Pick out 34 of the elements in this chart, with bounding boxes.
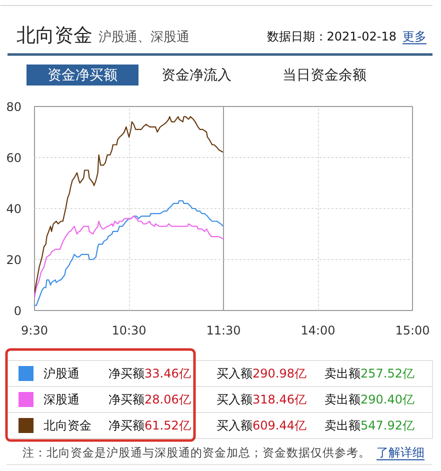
text: 买入额318.46亿	[216, 392, 306, 406]
x-tick-label: 9:30	[21, 324, 48, 338]
text: 注：北向资金是沪股通与深股通的资金加总；资金数据仅供参考。	[22, 446, 370, 460]
legend-label: 沪股通	[44, 366, 80, 380]
text: 更多	[402, 30, 426, 44]
text: 买入额609.44亿	[216, 418, 306, 432]
text: 净买额61.52亿	[108, 418, 191, 432]
x-tick-label: 15:00	[395, 324, 430, 338]
x-tick-label: 11:30	[206, 324, 241, 338]
y-tick-label: 20	[6, 253, 22, 267]
chart-title: 北向资金	[16, 24, 92, 46]
y-tick-label: 0	[14, 304, 22, 318]
text: 卖出额290.40亿	[324, 392, 414, 406]
x-tick-label: 14:00	[300, 324, 336, 338]
text: 资金净流入	[162, 68, 232, 84]
text: 净买额28.06亿	[108, 392, 191, 406]
legend-label: 深股通	[44, 392, 80, 406]
text: 净买额33.46亿	[108, 366, 191, 380]
line-series	[34, 116, 224, 294]
line-series	[34, 200, 224, 306]
y-tick-label: 40	[6, 202, 22, 216]
text: 买入额290.98亿	[216, 366, 306, 380]
text: 数据日期：2021-02-18	[266, 30, 397, 44]
text: 卖出额547.92亿	[324, 418, 414, 432]
text: 卖出额257.52亿	[324, 366, 414, 380]
chart-subtitle: 沪股通、深股通	[98, 29, 190, 45]
text: 资金净买额	[48, 68, 118, 84]
x-tick-label: 10:30	[112, 324, 146, 338]
y-tick-label: 60	[6, 151, 22, 165]
y-tick-label: 80	[6, 100, 22, 114]
line-series	[34, 216, 224, 298]
text: 了解详细	[376, 446, 424, 460]
legend-label: 北向资金	[44, 418, 92, 432]
text: 当日资金余额	[282, 68, 366, 84]
